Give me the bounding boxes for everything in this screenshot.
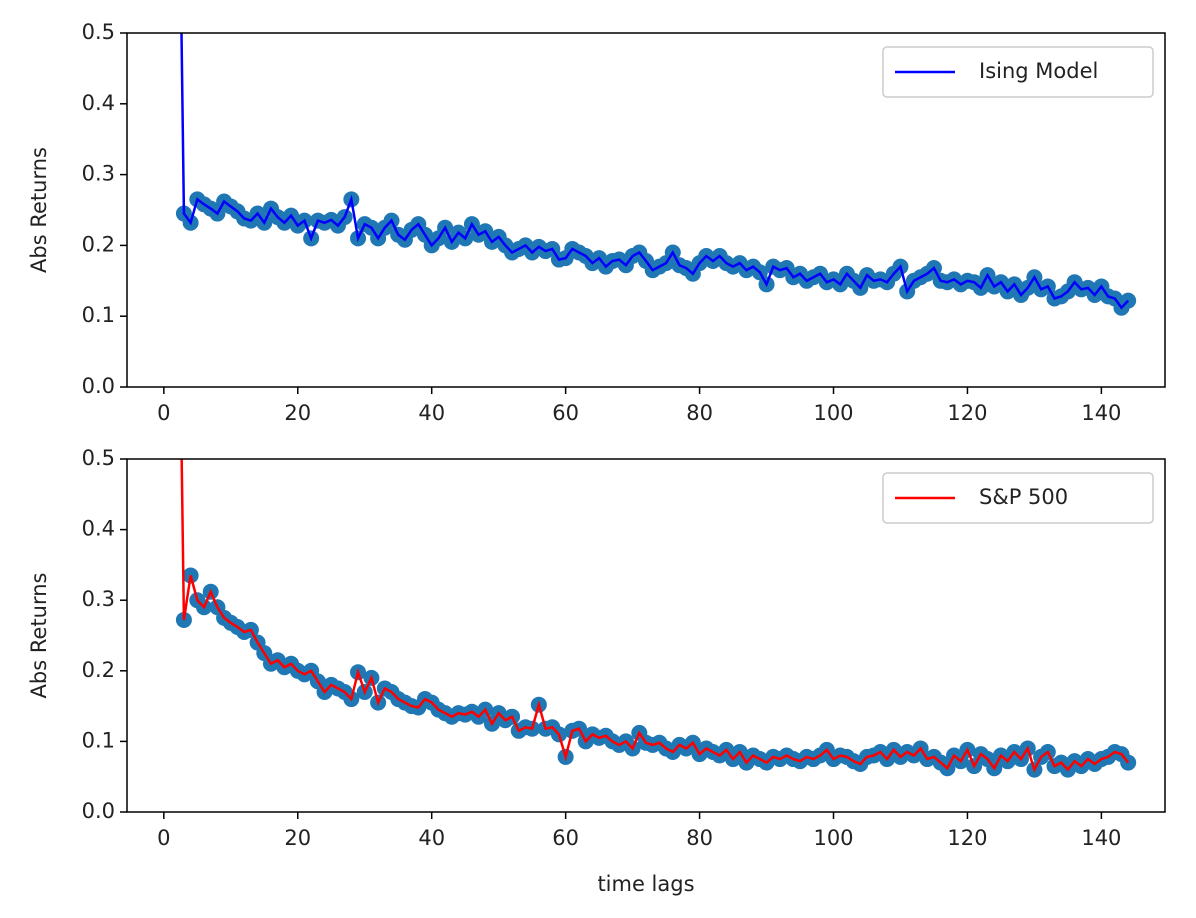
x-tick-label: 100	[813, 826, 853, 850]
y-axis-label: Abs Returns	[27, 573, 51, 699]
y-axis-label: Abs Returns	[27, 147, 51, 273]
x-axis-label: time lags	[597, 872, 694, 896]
x-tick-label: 20	[284, 826, 311, 850]
subplot: 0.0 0.1 0.2 0.3 0.4 0.5 0 20 40 60 80 100 120 140 Abs …	[27, 446, 1166, 896]
plot-area	[175, 459, 1137, 778]
plot-area	[175, 33, 1137, 316]
y-tick-label: 0.3	[82, 587, 115, 611]
y-tick-label: 0.5	[82, 20, 115, 44]
line	[180, 33, 1130, 310]
y-tick-label: 0.0	[82, 799, 115, 823]
subplot: 0.0 0.1 0.2 0.3 0.4 0.5 0 20 40 60 80 100 120 140 Abs …	[27, 20, 1166, 425]
axes-frame	[126, 458, 1166, 813]
y-tick-label: 0.2	[82, 658, 115, 682]
y-tick-label: 0.5	[82, 446, 115, 470]
x-tick-label: 80	[686, 826, 713, 850]
line	[180, 459, 1130, 773]
x-tick-label: 40	[418, 826, 445, 850]
legend-box	[882, 46, 1154, 98]
x-tick-label: 80	[686, 401, 713, 425]
x-tick-label: 20	[284, 401, 311, 425]
legend-label: Ising Model	[979, 59, 1098, 83]
y-tick-label: 0.0	[82, 374, 115, 398]
y-tick-label: 0.1	[82, 303, 115, 327]
x-tick-label: 0	[157, 826, 170, 850]
x-tick-label: 120	[947, 401, 987, 425]
x-tick-label: 140	[1081, 401, 1121, 425]
y-tick-label: 0.2	[82, 232, 115, 256]
legend-label: S&P 500	[979, 485, 1068, 509]
x-tick-label: 0	[157, 401, 170, 425]
x-tick-label: 120	[947, 826, 987, 850]
x-tick-label: 100	[813, 401, 853, 425]
x-tick-label: 60	[552, 826, 579, 850]
axes-frame	[126, 32, 1166, 388]
y-tick-label: 0.4	[82, 517, 115, 541]
x-tick-label: 60	[552, 401, 579, 425]
x-tick-label: 140	[1081, 826, 1121, 850]
x-tick-label: 40	[418, 401, 445, 425]
y-tick-label: 0.3	[82, 162, 115, 186]
legend-box	[882, 472, 1154, 524]
y-tick-label: 0.1	[82, 728, 115, 752]
y-tick-label: 0.4	[82, 91, 115, 115]
